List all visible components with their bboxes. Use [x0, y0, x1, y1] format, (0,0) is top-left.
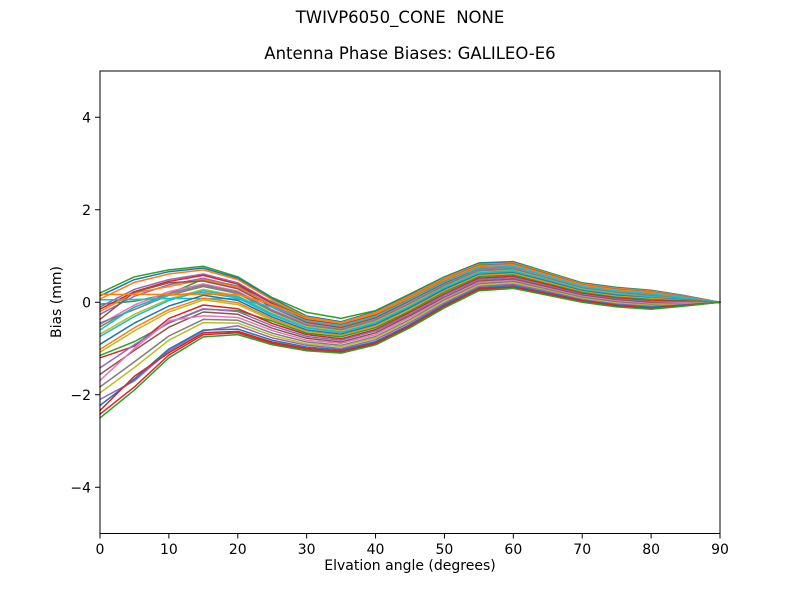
- line-24: [99, 278, 721, 376]
- line-03: [99, 262, 721, 324]
- line-18: [99, 271, 721, 346]
- line-32: [99, 287, 721, 419]
- x-tick-label: 30: [298, 542, 316, 558]
- line-23: [99, 276, 721, 369]
- y-tick-label: 2: [82, 203, 91, 219]
- x-tick-label: 0: [96, 542, 105, 558]
- x-tick-label: 60: [504, 542, 522, 558]
- x-tick-label: 70: [573, 542, 591, 558]
- line-27: [99, 282, 721, 394]
- y-tick-label: 4: [82, 110, 91, 126]
- line-26: [99, 280, 721, 388]
- y-axis-label: Bias (mm): [49, 265, 65, 339]
- chart-subtitle: Antenna Phase Biases: GALILEO-E6: [264, 44, 556, 63]
- x-tick-label: 40: [367, 542, 385, 558]
- x-tick-label: 80: [642, 542, 660, 558]
- line-30: [99, 286, 721, 412]
- line-22: [99, 275, 721, 359]
- y-tick-label: −2: [70, 388, 91, 404]
- line-12: [99, 268, 721, 331]
- y-tick-label: −4: [70, 480, 91, 496]
- chart-title: TWIVP6050_CONE NONE: [295, 8, 505, 27]
- x-tick-label: 10: [160, 542, 178, 558]
- line-28: [99, 283, 721, 401]
- line-16: [99, 264, 721, 324]
- x-tick-label: 90: [711, 542, 729, 558]
- x-axis-label: Elvation angle (degrees): [324, 558, 496, 574]
- line-25: [99, 279, 721, 382]
- y-tick-label: 0: [82, 295, 91, 311]
- x-tick-label: 20: [229, 542, 247, 558]
- x-tick-label: 50: [436, 542, 454, 558]
